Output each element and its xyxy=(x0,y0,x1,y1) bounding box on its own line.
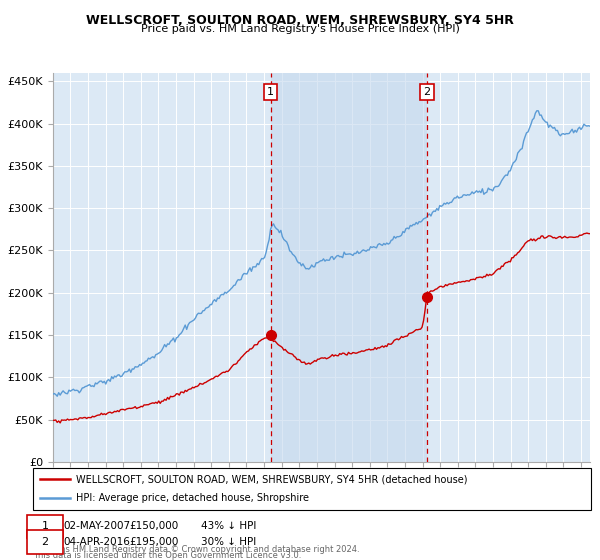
Text: 02-MAY-2007: 02-MAY-2007 xyxy=(63,521,130,531)
Text: This data is licensed under the Open Government Licence v3.0.: This data is licensed under the Open Gov… xyxy=(33,551,301,560)
Text: 43% ↓ HPI: 43% ↓ HPI xyxy=(201,521,256,531)
Text: 04-APR-2016: 04-APR-2016 xyxy=(63,537,130,547)
Bar xyxy=(271,73,427,462)
Text: 30% ↓ HPI: 30% ↓ HPI xyxy=(201,537,256,547)
Text: £195,000: £195,000 xyxy=(129,537,178,547)
Text: 2: 2 xyxy=(424,87,431,97)
Text: HPI: Average price, detached house, Shropshire: HPI: Average price, detached house, Shro… xyxy=(76,493,309,503)
Text: £150,000: £150,000 xyxy=(129,521,178,531)
Text: 2: 2 xyxy=(41,537,49,547)
Text: WELLSCROFT, SOULTON ROAD, WEM, SHREWSBURY, SY4 5HR (detached house): WELLSCROFT, SOULTON ROAD, WEM, SHREWSBUR… xyxy=(76,474,468,484)
Text: WELLSCROFT, SOULTON ROAD, WEM, SHREWSBURY, SY4 5HR: WELLSCROFT, SOULTON ROAD, WEM, SHREWSBUR… xyxy=(86,14,514,27)
Text: Contains HM Land Registry data © Crown copyright and database right 2024.: Contains HM Land Registry data © Crown c… xyxy=(33,545,359,554)
Text: Price paid vs. HM Land Registry's House Price Index (HPI): Price paid vs. HM Land Registry's House … xyxy=(140,24,460,34)
Text: 1: 1 xyxy=(41,521,49,531)
Text: 1: 1 xyxy=(267,87,274,97)
